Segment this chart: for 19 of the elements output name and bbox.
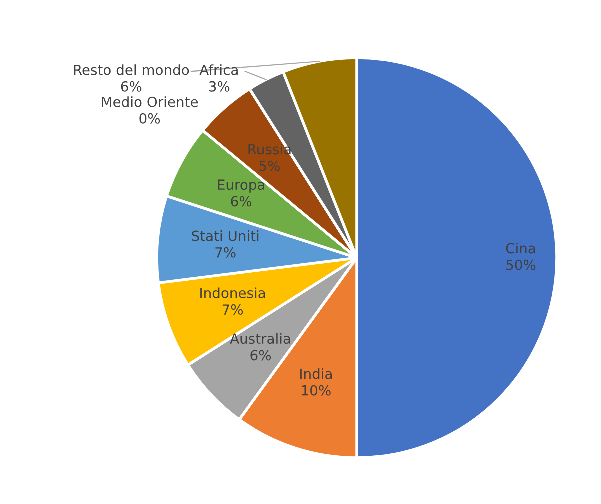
data-label: 3% [209, 81, 230, 92]
data-label: 6% [231, 196, 252, 207]
data-label: 6% [250, 350, 272, 361]
category-label: Medio Oriente [102, 96, 198, 108]
slice-label: Europa [218, 180, 264, 193]
data-label: 7% [222, 304, 244, 316]
data-label: 7% [216, 247, 236, 258]
slice-label: Resto del mondo [74, 64, 190, 76]
slice-label: Indonesia [200, 288, 266, 298]
data-label: 50% [506, 260, 536, 270]
slice-label: Stati Uniti [192, 230, 259, 242]
text: 0% [140, 113, 160, 124]
slice-label: Cina [506, 242, 536, 254]
data-label: 5% [260, 160, 280, 172]
data-label: 10% [302, 385, 331, 396]
slice-label: Australia [230, 333, 290, 344]
data-label: 6% [121, 81, 142, 92]
slice-label: India [300, 368, 332, 380]
slice-label: Africa [200, 64, 238, 76]
